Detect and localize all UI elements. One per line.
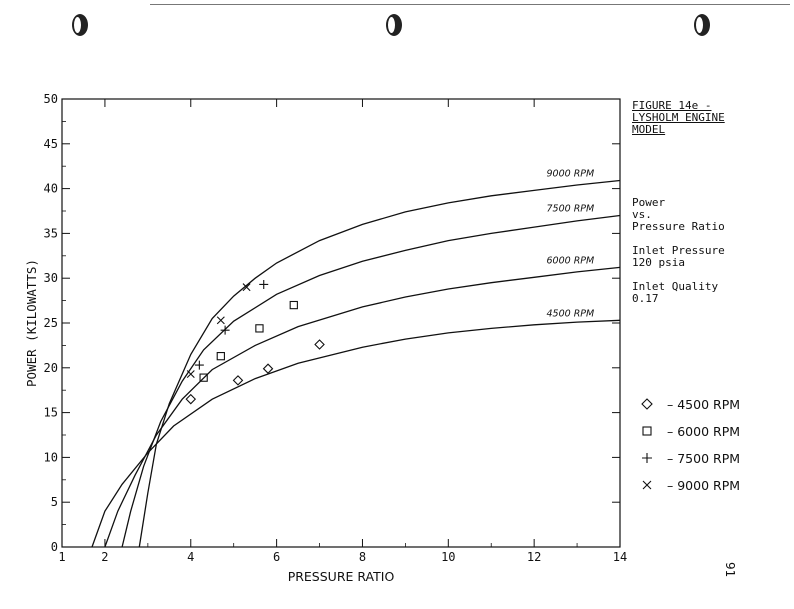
cross-point — [186, 370, 195, 379]
page-number: 91 — [723, 562, 737, 578]
curve-9000-rpm — [138, 179, 621, 548]
square-point — [216, 352, 225, 361]
y-tick-label: 45 — [44, 137, 58, 151]
cross-point — [242, 283, 251, 292]
plus-point — [194, 360, 204, 370]
x-tick-label: 1 — [58, 550, 65, 564]
y-tick-label: 50 — [44, 92, 58, 106]
plot-frame — [61, 98, 621, 548]
diamond-point — [185, 393, 197, 405]
legend-marker-plus — [642, 453, 652, 463]
diamond-point — [314, 339, 325, 350]
y-tick-label: 20 — [44, 361, 58, 375]
legend-marker-cross — [642, 480, 652, 490]
punch-hole-left — [72, 14, 88, 36]
y-tick-label: 25 — [44, 316, 58, 330]
top-rule — [150, 4, 790, 5]
square-point — [255, 324, 264, 333]
x-tick-label: 8 — [359, 550, 366, 564]
curve-6000-rpm — [104, 266, 621, 548]
chart-description: Power vs. Pressure Ratio — [632, 196, 725, 233]
y-tick-label: 40 — [44, 182, 58, 196]
figure-title: FIGURE 14e - LYSHOLM ENGINE MODEL — [632, 99, 725, 136]
x-tick-label: 4 — [187, 550, 194, 564]
legend-marker-diamond — [641, 398, 653, 410]
diamond-point — [232, 375, 244, 386]
curve-label: 6000 RPM — [547, 255, 595, 266]
y-tick-label: 35 — [44, 226, 58, 240]
punch-hole-center — [386, 14, 402, 36]
x-tick-label: 10 — [441, 550, 455, 564]
x-tick-label: 14 — [613, 550, 627, 564]
x-tick-label: 12 — [527, 550, 541, 564]
legend-label: – 7500 RPM — [667, 451, 740, 466]
y-tick-label: 30 — [44, 271, 58, 285]
inlet-pressure-note: Inlet Pressure 120 psia — [632, 244, 725, 269]
x-axis-label: PRESSURE RATIO — [288, 569, 395, 584]
legend-marker-square — [642, 426, 652, 436]
square-point — [199, 373, 208, 382]
square-point — [289, 300, 298, 310]
y-tick-label: 5 — [51, 495, 58, 509]
y-tick-label: 15 — [44, 406, 58, 420]
curve-4500-rpm — [91, 319, 621, 548]
legend-label: – 9000 RPM — [667, 478, 740, 493]
curve-label: 9000 RPM — [547, 169, 595, 180]
curve-label: 7500 RPM — [547, 203, 595, 214]
legend-label: – 6000 RPM — [667, 424, 740, 439]
diamond-point — [262, 363, 274, 374]
cross-point — [216, 316, 225, 325]
plus-point — [220, 325, 230, 335]
inlet-quality-note: Inlet Quality 0.17 — [632, 280, 719, 305]
x-tick-label: 6 — [273, 550, 280, 564]
y-tick-label: 10 — [44, 450, 58, 464]
curve-label: 4500 RPM — [547, 308, 595, 319]
punch-hole-right — [694, 14, 710, 36]
plus-point — [259, 279, 269, 289]
y-axis-label: POWER (KILOWATTS) — [24, 259, 39, 387]
x-tick-label: 2 — [101, 550, 108, 564]
legend-label: – 4500 RPM — [667, 397, 740, 412]
y-tick-label: 0 — [51, 540, 58, 554]
curve-7500-rpm — [121, 214, 621, 548]
